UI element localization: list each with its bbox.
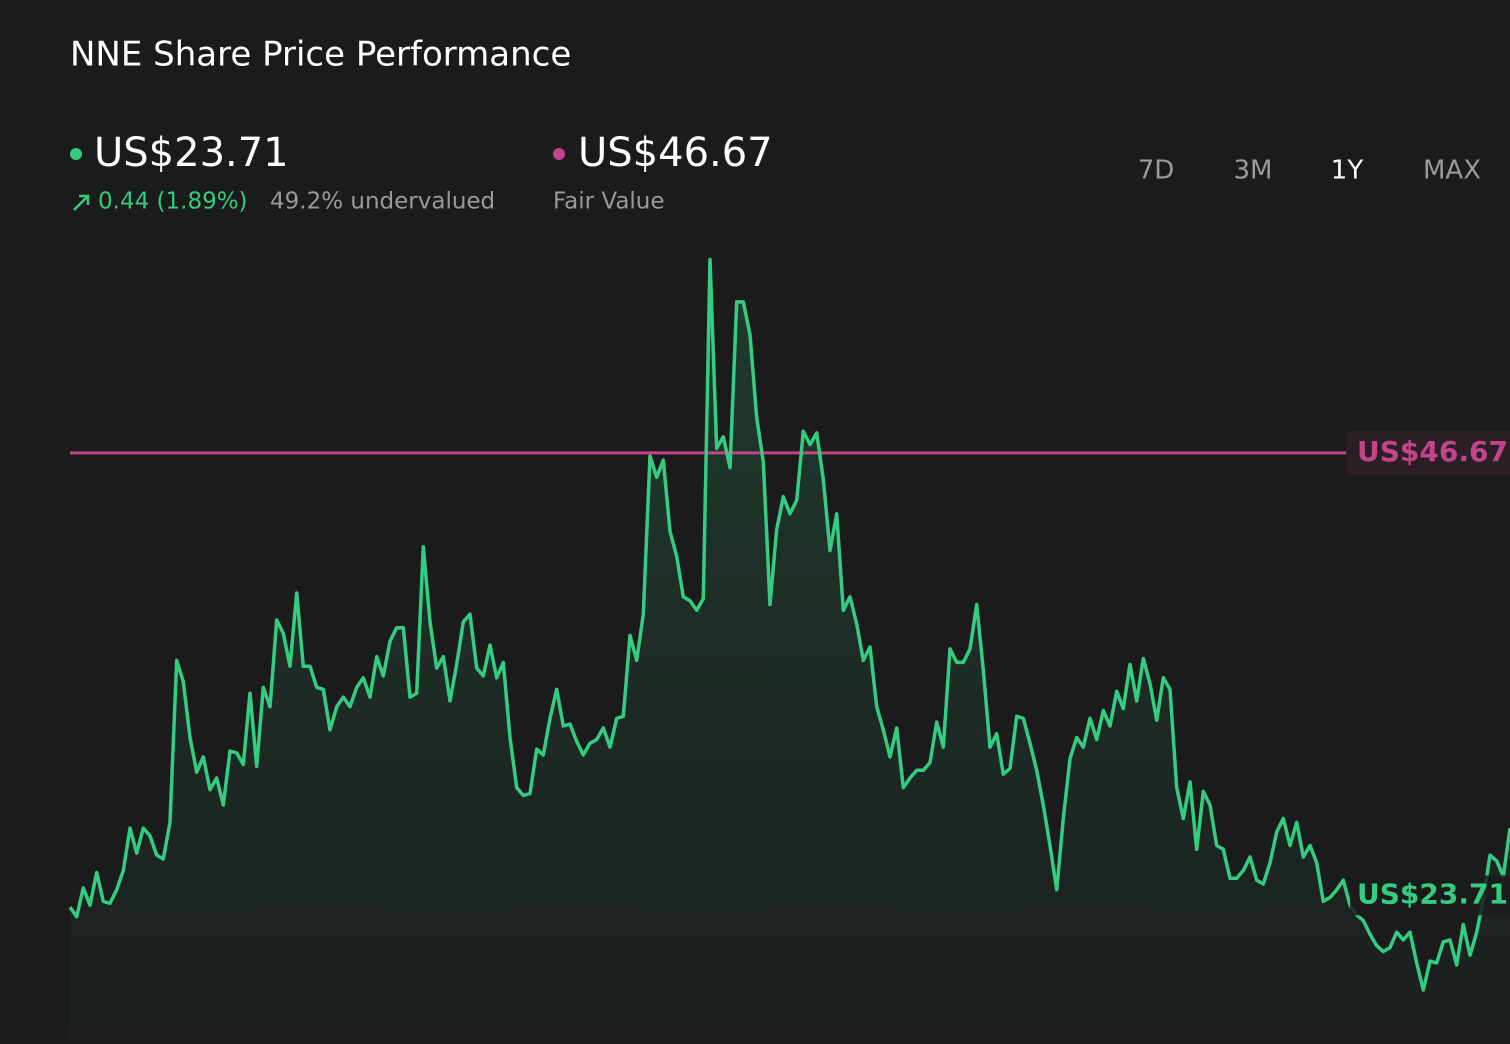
valuation: 49.2% undervalued [270,189,495,215]
price-line [68,257,1510,992]
fair-value-caption: Fair Value [553,189,665,215]
price-change: 0.44 (1.89%) [98,189,248,215]
price: US$23.71 [94,130,289,176]
fair-value-label: US$46.67 [1357,435,1508,468]
range-button[interactable]: 7D [1138,156,1175,186]
price-label: US$23.71 [1357,877,1508,910]
price-dot [70,148,82,160]
fair-value-label-box [1346,430,1510,475]
range-button[interactable]: MAX [1423,156,1481,186]
chart-title: NNE Share Price Performance [70,35,571,75]
up-arrow [73,194,90,211]
fair-value-dot [553,148,565,160]
fair-value: US$46.67 [578,130,773,176]
area [70,259,1510,1044]
price-label-box [1350,875,1510,916]
range-button[interactable]: 1Y [1331,156,1364,186]
range-button[interactable]: 3M [1234,156,1273,186]
